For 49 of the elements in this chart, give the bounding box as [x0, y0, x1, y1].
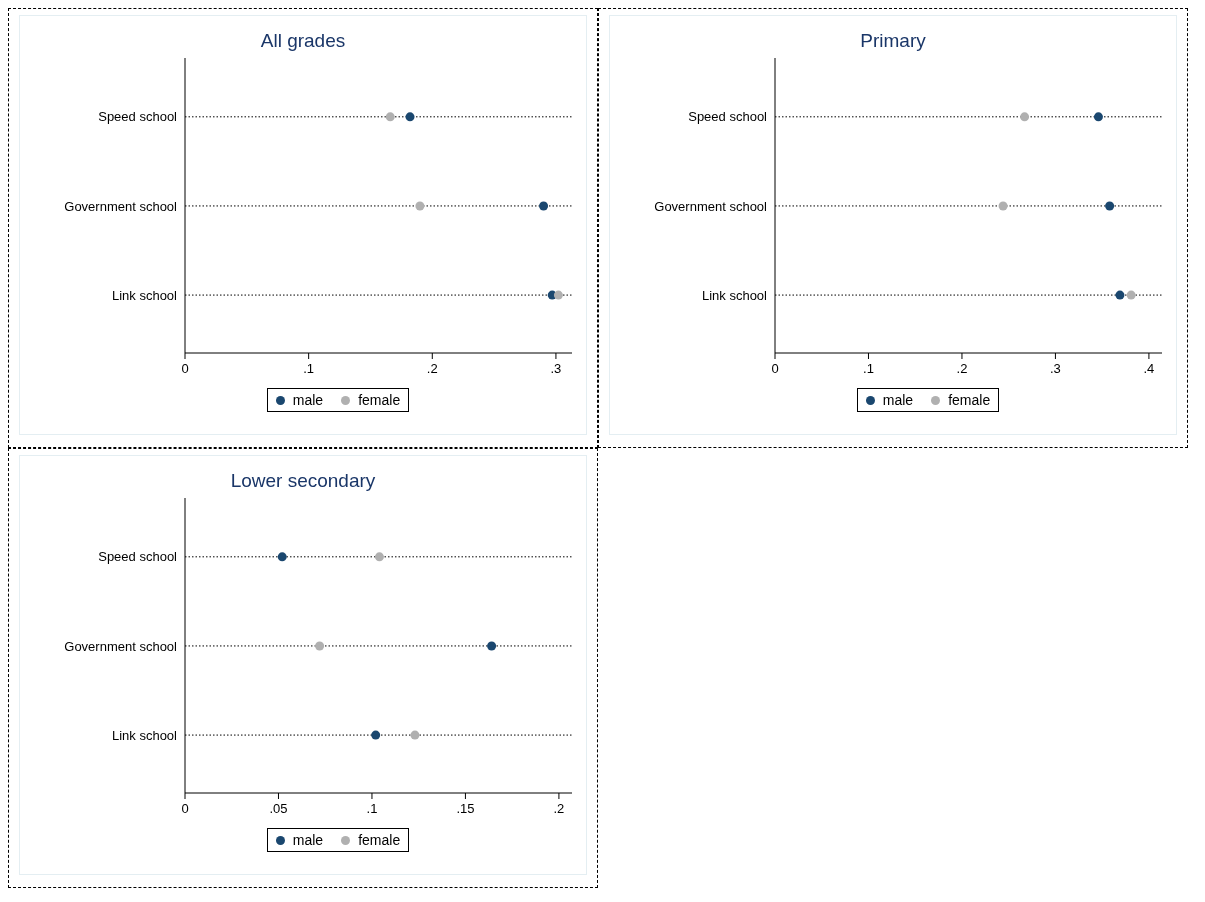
- point: [385, 112, 395, 122]
- point: [405, 112, 415, 122]
- y-tick-label: Link school: [701, 287, 768, 303]
- x-tick-label: .05: [269, 801, 288, 816]
- y-tick-label: Link school: [111, 287, 178, 303]
- point: [374, 552, 384, 562]
- point: [1126, 290, 1136, 300]
- y-tick-label: Speed school: [688, 109, 768, 125]
- chart-title: Lower secondary: [229, 469, 377, 493]
- point: [415, 201, 425, 211]
- x-tick-label: .15: [456, 801, 475, 816]
- legend-label: male: [291, 832, 324, 848]
- y-tick-label: Government school: [64, 638, 178, 654]
- x-tick-label: .2: [426, 361, 438, 376]
- chart-title: Primary: [859, 29, 927, 53]
- y-tick-label: Speed school: [98, 549, 178, 565]
- x-tick-label: .1: [303, 361, 315, 376]
- point: [998, 201, 1008, 211]
- point: [1115, 290, 1125, 300]
- legend-label: male: [291, 392, 324, 408]
- x-tick-label: .1: [366, 801, 378, 816]
- point: [315, 641, 325, 651]
- y-tick-label: Government school: [654, 198, 768, 214]
- legend-label: male: [881, 392, 914, 408]
- chart-title: All grades: [259, 29, 347, 53]
- point: [487, 641, 497, 651]
- x-tick-label: .3: [550, 361, 562, 376]
- x-tick-label: .4: [1143, 361, 1155, 376]
- y-tick-label: Speed school: [98, 109, 178, 125]
- x-tick-label: .2: [553, 801, 565, 816]
- point: [277, 552, 287, 562]
- point: [371, 730, 381, 740]
- legend-label: female: [357, 392, 401, 408]
- x-tick-label: 0: [181, 361, 189, 376]
- legend-label: female: [947, 392, 991, 408]
- legend-label: female: [357, 832, 401, 848]
- point: [1093, 112, 1103, 122]
- point: [539, 201, 549, 211]
- point: [410, 730, 420, 740]
- point: [553, 290, 563, 300]
- point: [1020, 112, 1030, 122]
- x-tick-label: 0: [771, 361, 779, 376]
- x-tick-label: .1: [863, 361, 874, 376]
- x-tick-label: 0: [181, 801, 189, 816]
- point: [1105, 201, 1115, 211]
- x-tick-label: .3: [1050, 361, 1061, 376]
- y-tick-label: Link school: [111, 727, 178, 743]
- y-tick-label: Government school: [64, 198, 178, 214]
- x-tick-label: .2: [956, 361, 968, 376]
